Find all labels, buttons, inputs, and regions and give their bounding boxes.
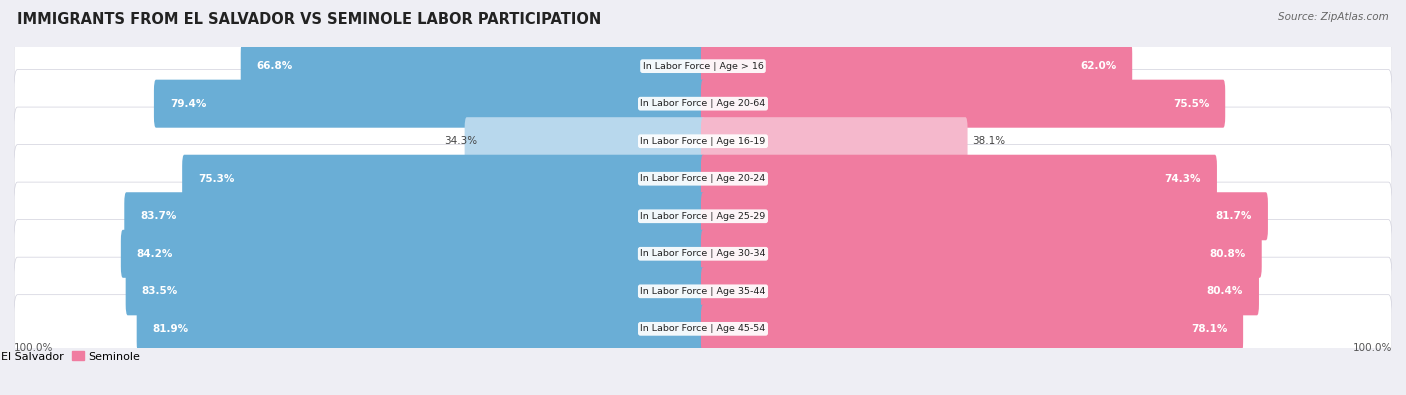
Text: 66.8%: 66.8% [256, 61, 292, 71]
Text: 83.5%: 83.5% [142, 286, 177, 296]
Text: 62.0%: 62.0% [1080, 61, 1116, 71]
Text: In Labor Force | Age 35-44: In Labor Force | Age 35-44 [640, 287, 766, 296]
Text: 81.9%: 81.9% [152, 324, 188, 334]
FancyBboxPatch shape [14, 257, 1392, 325]
FancyBboxPatch shape [14, 145, 1392, 213]
Text: 84.2%: 84.2% [136, 249, 173, 259]
Text: In Labor Force | Age 20-24: In Labor Force | Age 20-24 [640, 174, 766, 183]
Text: 78.1%: 78.1% [1191, 324, 1227, 334]
FancyBboxPatch shape [136, 305, 704, 353]
FancyBboxPatch shape [702, 80, 1225, 128]
Text: IMMIGRANTS FROM EL SALVADOR VS SEMINOLE LABOR PARTICIPATION: IMMIGRANTS FROM EL SALVADOR VS SEMINOLE … [17, 12, 602, 27]
FancyBboxPatch shape [183, 155, 704, 203]
Text: 38.1%: 38.1% [973, 136, 1005, 146]
Text: 100.0%: 100.0% [1353, 343, 1392, 353]
Text: 80.4%: 80.4% [1206, 286, 1243, 296]
FancyBboxPatch shape [153, 80, 704, 128]
Text: In Labor Force | Age 25-29: In Labor Force | Age 25-29 [640, 212, 766, 221]
Text: 83.7%: 83.7% [141, 211, 177, 221]
Text: 80.8%: 80.8% [1209, 249, 1246, 259]
FancyBboxPatch shape [702, 192, 1268, 240]
FancyBboxPatch shape [702, 267, 1258, 315]
FancyBboxPatch shape [14, 32, 1392, 100]
FancyBboxPatch shape [702, 155, 1218, 203]
Text: In Labor Force | Age > 16: In Labor Force | Age > 16 [643, 62, 763, 71]
FancyBboxPatch shape [702, 305, 1243, 353]
Text: 100.0%: 100.0% [14, 343, 53, 353]
FancyBboxPatch shape [14, 107, 1392, 175]
Text: In Labor Force | Age 45-54: In Labor Force | Age 45-54 [640, 324, 766, 333]
FancyBboxPatch shape [464, 117, 704, 165]
FancyBboxPatch shape [14, 295, 1392, 363]
Text: 34.3%: 34.3% [444, 136, 477, 146]
FancyBboxPatch shape [14, 220, 1392, 288]
Text: In Labor Force | Age 16-19: In Labor Force | Age 16-19 [640, 137, 766, 146]
FancyBboxPatch shape [124, 192, 704, 240]
FancyBboxPatch shape [702, 117, 967, 165]
Text: In Labor Force | Age 30-34: In Labor Force | Age 30-34 [640, 249, 766, 258]
FancyBboxPatch shape [125, 267, 704, 315]
Text: 75.5%: 75.5% [1173, 99, 1209, 109]
Text: Source: ZipAtlas.com: Source: ZipAtlas.com [1278, 12, 1389, 22]
FancyBboxPatch shape [702, 230, 1261, 278]
Text: 81.7%: 81.7% [1216, 211, 1253, 221]
Legend: Immigrants from El Salvador, Seminole: Immigrants from El Salvador, Seminole [0, 347, 145, 366]
Text: 75.3%: 75.3% [198, 174, 235, 184]
Text: 79.4%: 79.4% [170, 99, 207, 109]
FancyBboxPatch shape [240, 42, 704, 90]
FancyBboxPatch shape [702, 42, 1132, 90]
FancyBboxPatch shape [14, 70, 1392, 138]
Text: In Labor Force | Age 20-64: In Labor Force | Age 20-64 [640, 99, 766, 108]
FancyBboxPatch shape [121, 230, 704, 278]
Text: 74.3%: 74.3% [1164, 174, 1201, 184]
FancyBboxPatch shape [14, 182, 1392, 250]
